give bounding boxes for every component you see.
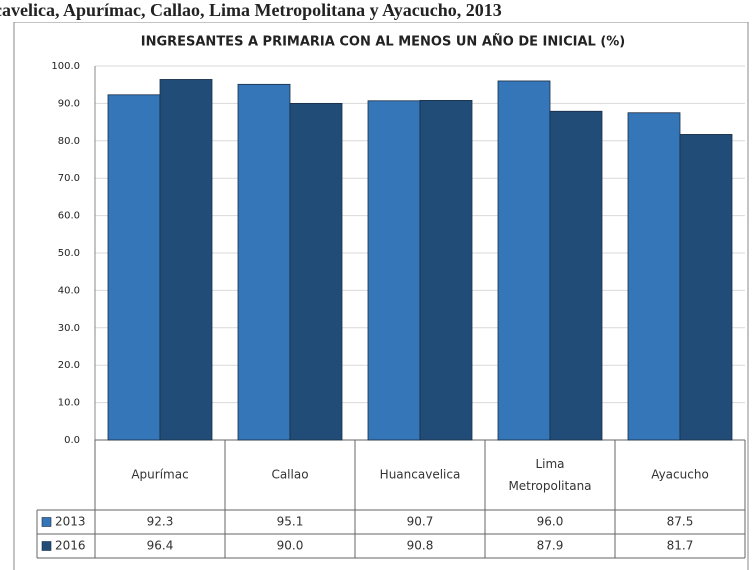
x-category-label: Callao — [271, 468, 308, 482]
bar — [497, 80, 551, 441]
y-tick-label: 10.0 — [58, 398, 80, 409]
table-value: 90.8 — [407, 539, 434, 553]
y-tick-label: 60.0 — [58, 211, 80, 222]
x-category-label: Ayacucho — [651, 468, 709, 482]
legend-swatch — [41, 541, 52, 551]
y-tick-label: 0.0 — [64, 435, 80, 446]
bar — [367, 100, 421, 441]
y-tick-label: 40.0 — [58, 285, 80, 296]
y-tick-label: 80.0 — [58, 136, 80, 147]
bar — [549, 110, 603, 441]
table-value: 92.3 — [147, 515, 174, 529]
heading-band — [0, 0, 752, 22]
legend-label: 2013 — [55, 515, 86, 529]
x-category-label: Lima Metropolitana — [508, 457, 591, 493]
table-value: 96.4 — [147, 539, 174, 553]
bar — [107, 94, 161, 441]
y-tick-label: 30.0 — [58, 323, 80, 334]
y-tick-label: 90.0 — [58, 98, 80, 109]
x-category-label: Huancavelica — [380, 468, 461, 482]
bar — [419, 100, 473, 441]
legend-label: 2016 — [55, 539, 86, 553]
x-category-label: Apurímac — [131, 468, 188, 482]
chart-title: INGRESANTES A PRIMARIA CON AL MENOS UN A… — [141, 34, 626, 50]
page-heading: cavelica, Apurímac, Callao, Lima Metropo… — [0, 0, 502, 20]
table-value: 96.0 — [537, 515, 564, 529]
bar — [289, 103, 343, 441]
table-value: 87.5 — [667, 515, 694, 529]
y-tick-label: 100.0 — [51, 61, 80, 72]
y-tick-label: 50.0 — [58, 248, 80, 259]
bar — [159, 79, 213, 441]
bar — [237, 83, 291, 441]
bar — [679, 134, 733, 441]
bar — [627, 112, 681, 441]
table-value: 90.7 — [407, 515, 434, 529]
y-tick-label: 20.0 — [58, 360, 80, 371]
table-value: 81.7 — [667, 539, 694, 553]
y-tick-label: 70.0 — [58, 173, 80, 184]
table-value: 90.0 — [277, 539, 304, 553]
legend-swatch — [41, 517, 52, 527]
table-value: 95.1 — [277, 515, 304, 529]
table-value: 87.9 — [537, 539, 564, 553]
